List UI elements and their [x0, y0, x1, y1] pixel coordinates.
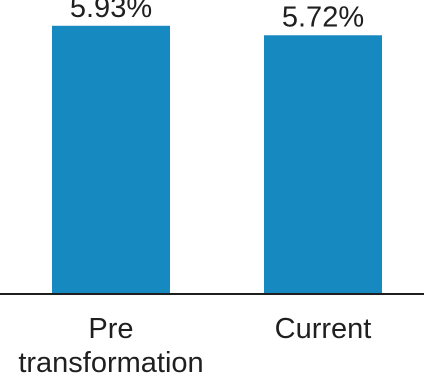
data-label-0: 5.93% [70, 0, 152, 24]
data-label-1: 5.72% [282, 1, 364, 33]
x-tick-label-0-1: transformation [18, 347, 203, 375]
x-tick-label-1-0: Current [275, 313, 372, 345]
x-tick-label-0-0: Pre [88, 313, 133, 345]
bars-layer [52, 25, 382, 295]
bar-0 [52, 25, 170, 295]
bar-1 [264, 35, 382, 294]
